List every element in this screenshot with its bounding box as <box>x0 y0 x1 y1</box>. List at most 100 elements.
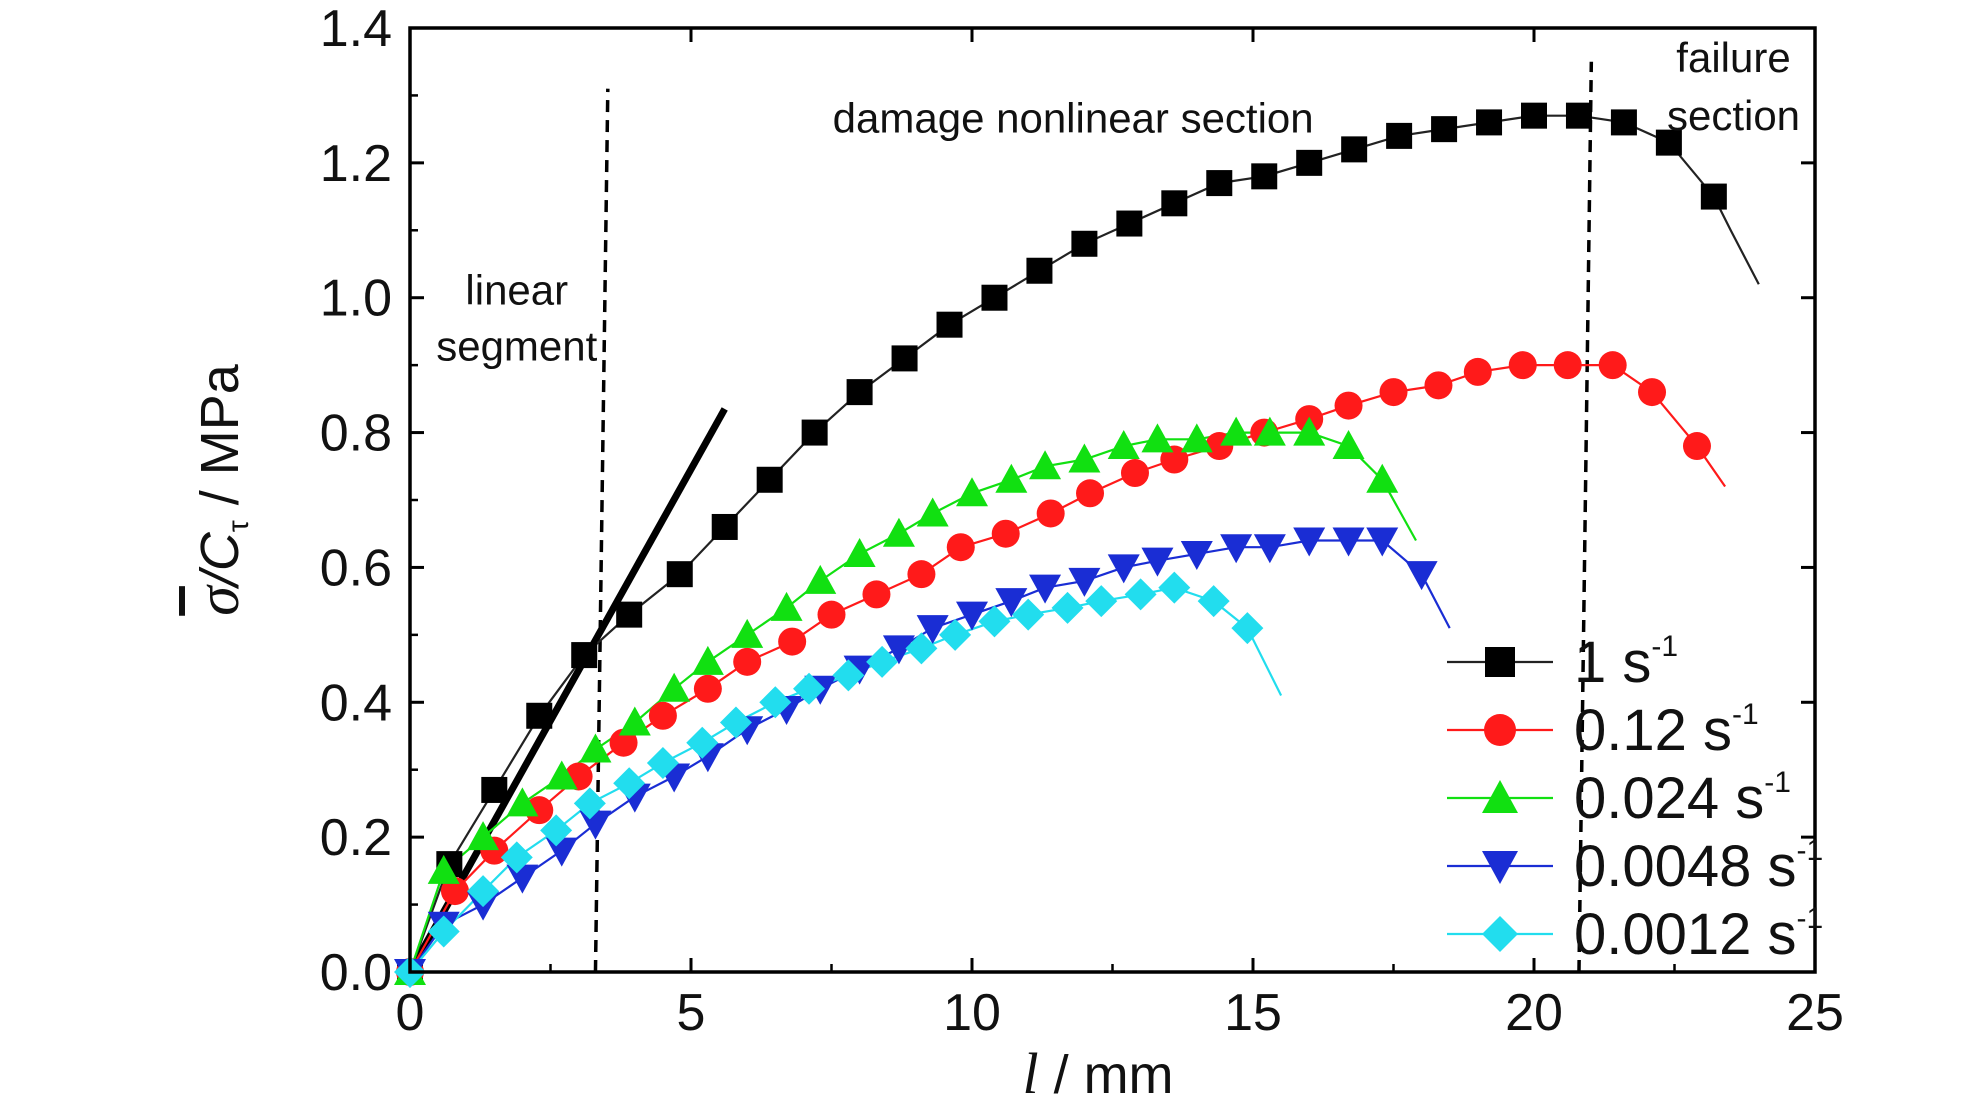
series-2-point <box>1463 357 1492 386</box>
series-5-point <box>1158 571 1191 604</box>
series-4-point <box>1180 540 1213 570</box>
legend-marker-3 <box>1482 780 1518 813</box>
legend-label-text: 0.12 s <box>1574 698 1732 763</box>
series-3-point <box>506 787 539 817</box>
legend-marker-1 <box>1485 647 1515 677</box>
x-tick-label: 25 <box>1786 984 1844 1042</box>
series-1-point <box>1655 129 1682 156</box>
series-2-point <box>609 728 638 757</box>
series-1-point <box>666 561 693 588</box>
legend-label-text: 0.0048 s <box>1574 834 1797 899</box>
y-axis-unit: / MPa <box>190 363 250 520</box>
series-5-line <box>409 586 1283 973</box>
series-4-point <box>1332 527 1365 557</box>
x-tick-label: 0 <box>396 984 425 1042</box>
series-1-point <box>1251 163 1278 190</box>
y-tick-label: 1.0 <box>320 270 392 328</box>
series-5-point <box>1012 598 1045 631</box>
series-1-point <box>1610 109 1637 136</box>
series-4-point <box>1293 527 1326 557</box>
section-divider-2 <box>1577 61 1594 973</box>
linear-fit <box>406 407 728 974</box>
series-2-point <box>1424 371 1453 400</box>
series-3-point <box>658 672 691 702</box>
legend-label-4: 0.0048 s-1 <box>1574 834 1823 899</box>
section-divider-1 <box>593 88 610 973</box>
series-2-point <box>1682 432 1711 461</box>
series-4-point <box>916 615 949 645</box>
series-1-point <box>571 642 598 669</box>
legend: 1 s-10.12 s-10.024 s-10.0048 s-10.0012 s… <box>1447 630 1823 967</box>
x-axis-variable: l <box>1022 1041 1038 1106</box>
series-1-point <box>1071 230 1098 257</box>
series-2-point <box>1553 351 1582 380</box>
series-5-point <box>467 875 500 908</box>
series-1-point <box>1026 257 1053 284</box>
legend-label-1: 1 s-1 <box>1574 630 1678 695</box>
series-1-point <box>846 379 873 406</box>
series-2-point <box>733 647 762 676</box>
y-axis-title: σ/Cτ / MPa <box>185 363 255 615</box>
series-2-point <box>817 600 846 629</box>
series-4-point <box>1220 534 1253 564</box>
legend-label-superscript: -1 <box>1764 766 1791 799</box>
series-5-point <box>793 672 826 705</box>
series-2-point <box>525 796 554 825</box>
series-5-point <box>500 841 533 874</box>
legend-marker-2 <box>1484 714 1516 746</box>
series-3-point <box>995 463 1028 493</box>
series-4-point <box>1029 574 1062 604</box>
series-1-point <box>891 345 918 372</box>
series-1-point <box>936 311 963 338</box>
series-5-point <box>719 706 752 739</box>
series-5-point <box>939 618 972 651</box>
y-tick-label: 0.0 <box>320 944 392 1002</box>
series-4-point <box>882 635 915 665</box>
series-2-point <box>1638 378 1667 407</box>
series-3-point <box>882 517 915 547</box>
series-4-point <box>506 864 539 894</box>
series-3-point <box>1220 416 1253 446</box>
y-axis-variable: /C <box>190 531 250 590</box>
series-2-point <box>1120 459 1149 488</box>
linear-fit-line <box>406 407 728 974</box>
y-tick-label: 1.4 <box>320 0 392 58</box>
series-3-point <box>545 760 578 790</box>
series-1-point <box>1341 136 1368 163</box>
series-layer <box>394 102 1760 988</box>
series-3-point <box>579 733 612 763</box>
series-2-point <box>648 701 677 730</box>
series-5-point <box>1231 612 1264 645</box>
series-1-point <box>756 466 783 493</box>
y-tick-label: 0.4 <box>320 674 392 732</box>
legend-label-superscript: -1 <box>1651 630 1678 663</box>
x-tick-label: 20 <box>1505 984 1563 1042</box>
series-4-point <box>579 810 612 840</box>
series-3-point <box>916 497 949 527</box>
annotations: linear segment damage nonlinear section fai… <box>436 34 1800 370</box>
series-4-point <box>1107 554 1140 584</box>
series-2-point <box>1379 378 1408 407</box>
series-4-line <box>409 539 1451 973</box>
legend-label-superscript: -1 <box>1797 834 1824 867</box>
annotation-damage: damage nonlinear section <box>833 95 1314 142</box>
series-3-point <box>1141 423 1174 453</box>
series-2-point <box>907 560 936 589</box>
x-tick-label: 15 <box>1224 984 1282 1042</box>
x-tick-label: 5 <box>677 984 706 1042</box>
series-1-point <box>981 284 1008 311</box>
series-1-point <box>1521 102 1547 129</box>
series-2-point <box>1334 391 1363 420</box>
series-1-point <box>1565 102 1592 129</box>
y-axis-subscript: τ <box>222 520 255 532</box>
series-5-point <box>1197 585 1230 618</box>
series-1-point <box>1161 190 1188 217</box>
series-5-point <box>866 645 899 678</box>
series-4-point <box>1141 547 1174 577</box>
series-2-point <box>1036 499 1065 528</box>
series-3-point <box>467 821 500 851</box>
series-2-point <box>693 674 722 703</box>
series-5-point <box>978 605 1011 638</box>
series-5-point <box>573 787 606 820</box>
